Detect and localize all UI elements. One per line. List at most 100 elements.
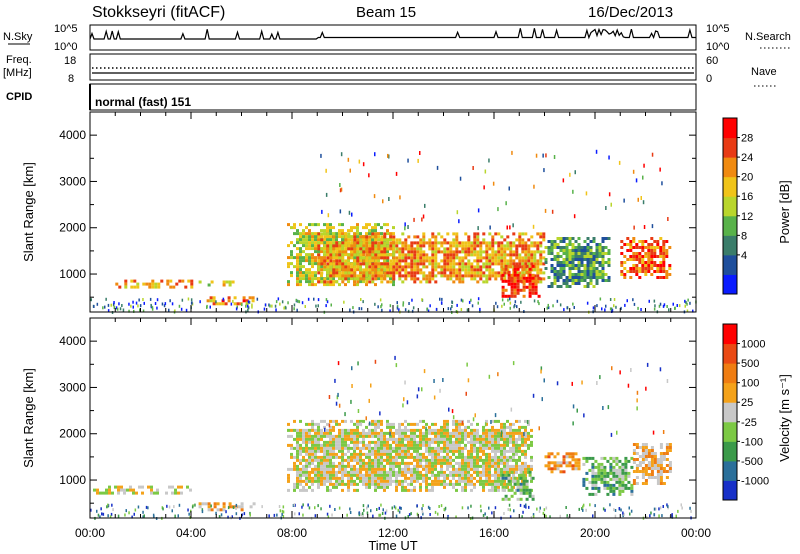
heat-cell [171, 485, 174, 489]
heat-speck [671, 513, 673, 517]
heat-cell [500, 250, 504, 254]
heat-cell [359, 455, 362, 459]
heat-cell [311, 461, 314, 465]
heat-cell [507, 479, 511, 483]
heat-cell [512, 241, 516, 245]
heat-cell [332, 262, 336, 266]
heat-speck [610, 202, 612, 207]
heat-cell [335, 235, 338, 239]
heat-speck [496, 305, 499, 309]
heat-cell [509, 262, 513, 266]
heat-cell [510, 285, 514, 289]
freq-tick-top: 18 [64, 55, 76, 67]
heat-cell [359, 422, 362, 426]
heat-speck [235, 512, 238, 516]
heat-cell [386, 250, 389, 254]
heat-cell [615, 468, 619, 472]
heat-cell [365, 431, 368, 435]
heat-speck [648, 299, 650, 303]
heat-speck [654, 304, 656, 308]
heat-cell [577, 279, 581, 282]
heat-cell [371, 452, 374, 456]
heat-cell [641, 455, 645, 458]
heat-speck [395, 171, 398, 176]
heat-cell [509, 247, 513, 251]
heat-cell [356, 470, 359, 474]
heat-speck [317, 298, 320, 302]
heat-cell [329, 479, 332, 483]
heat-cell [488, 274, 492, 278]
heat-speck [308, 506, 311, 510]
heat-cell [524, 452, 527, 456]
heat-cell [623, 243, 627, 246]
heat-cell [494, 274, 498, 278]
heat-cell [479, 244, 483, 248]
heat-cell [440, 479, 443, 483]
heat-cell [547, 276, 551, 279]
heat-cell [335, 473, 338, 477]
heat-cell [568, 237, 572, 240]
heat-cell [641, 261, 645, 264]
heat-cell [368, 452, 371, 456]
heat-cell [431, 244, 435, 248]
heat-speck [381, 308, 383, 312]
heat-speck [663, 303, 666, 307]
heat-cell [207, 502, 211, 506]
heat-cell [461, 241, 465, 245]
heat-cell [240, 502, 244, 506]
heat-speck [494, 413, 497, 418]
heat-cell [305, 440, 308, 444]
heat-cell [335, 452, 338, 456]
heat-cell [482, 446, 485, 450]
heat-cell [491, 419, 494, 423]
heat-cell [287, 422, 290, 426]
heat-cell [362, 277, 366, 281]
heat-cell [386, 259, 389, 263]
heat-cell [317, 256, 321, 260]
power-colorbar-swatch [723, 176, 737, 197]
heat-cell [500, 253, 504, 257]
heat-cell [419, 470, 422, 474]
heat-cell [186, 485, 189, 489]
heat-cell [536, 232, 540, 236]
heat-cell [410, 256, 414, 260]
heat-cell [591, 456, 595, 460]
heat-cell [425, 488, 428, 492]
heat-speck [571, 381, 573, 386]
heat-cell [395, 265, 399, 269]
heat-speck [623, 198, 625, 203]
heat-cell [568, 252, 572, 255]
heat-speck [368, 173, 370, 178]
heat-cell [662, 452, 666, 455]
heat-cell [503, 452, 506, 456]
heat-cell [565, 452, 569, 456]
heat-cell [665, 255, 669, 258]
heat-cell [476, 256, 480, 260]
heat-cell [516, 285, 520, 289]
heat-cell [227, 299, 231, 303]
heat-cell [308, 464, 311, 468]
heat-speck [544, 208, 547, 213]
heat-cell [240, 505, 244, 509]
heat-cell [305, 437, 308, 441]
heat-cell [503, 434, 506, 438]
heat-cell [597, 465, 601, 469]
heat-cell [338, 434, 341, 438]
heat-cell [606, 480, 610, 484]
heat-cell [464, 265, 468, 269]
heat-cell [443, 250, 447, 254]
heat-cell [497, 443, 500, 447]
heat-cell [494, 271, 498, 275]
heat-cell [362, 250, 366, 254]
heat-cell [577, 264, 581, 267]
heat-cell [527, 437, 530, 441]
heat-cell [317, 446, 320, 450]
heat-speck [321, 209, 323, 214]
heat-speck [447, 514, 449, 518]
heat-cell [586, 246, 590, 249]
heat-cell [482, 479, 485, 483]
nsky-tick-top: 10^5 [54, 23, 78, 35]
heat-cell [296, 271, 299, 275]
heat-cell [530, 476, 533, 480]
heat-cell [398, 422, 401, 426]
